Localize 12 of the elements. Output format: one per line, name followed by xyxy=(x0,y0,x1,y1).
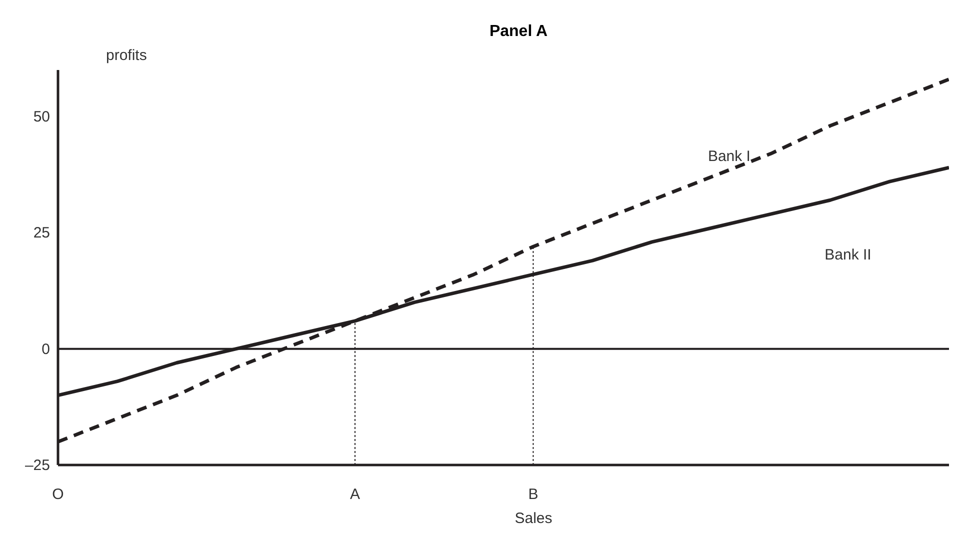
y-tick-label: –25 xyxy=(24,457,50,474)
series-label: Bank I xyxy=(708,148,750,166)
y-tick-label: 0 xyxy=(42,340,50,358)
x-tick-label: O xyxy=(52,486,64,503)
x-tick-label: B xyxy=(528,486,538,503)
chart-title: Panel A xyxy=(489,23,548,40)
y-tick-label: 25 xyxy=(33,224,50,242)
x-tick-label: A xyxy=(350,486,360,503)
x-axis-title: Sales xyxy=(514,510,552,527)
y-tick-label: 50 xyxy=(33,108,50,126)
text: Bank II xyxy=(824,246,872,264)
y-axis-title: profits xyxy=(106,47,147,64)
